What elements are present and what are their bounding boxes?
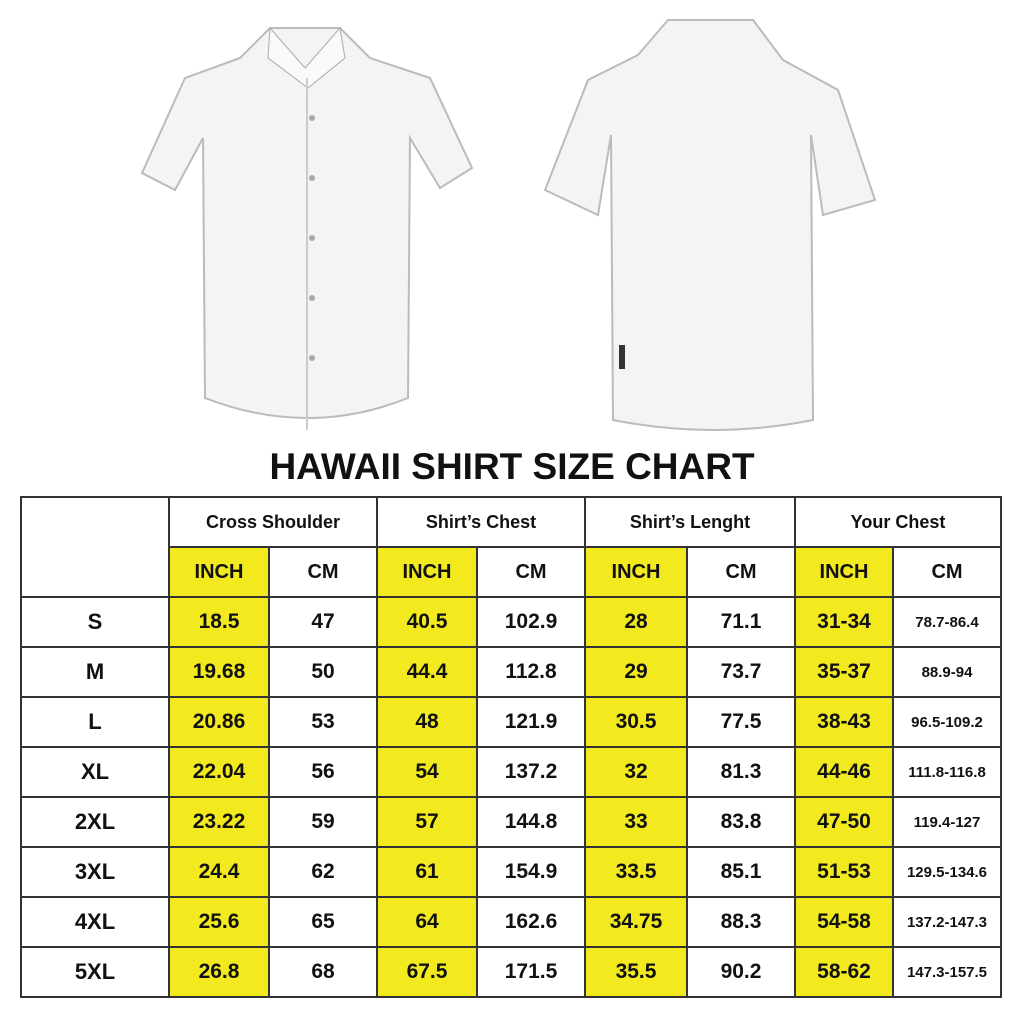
value-cell: 48 (376, 696, 478, 748)
value-cell: 67.5 (376, 946, 478, 998)
value-cell: 58-62 (794, 946, 894, 998)
group-header: Cross Shoulder (168, 496, 378, 548)
value-cell: 50 (268, 646, 378, 698)
shirt-back-image (543, 19, 877, 431)
value-cell: 88.3 (686, 896, 796, 948)
table-row: 3XL 24.4 62 61 154.9 33.5 85.1 51-53 129.5-134.6 (20, 846, 1002, 898)
value-cell: 35-37 (794, 646, 894, 698)
value-cell: 54-58 (794, 896, 894, 948)
size-label: XL (20, 746, 170, 798)
value-cell: 137.2-147.3 (892, 896, 1002, 948)
size-label: 4XL (20, 896, 170, 948)
table-row: 4XL 25.6 65 64 162.6 34.75 88.3 54-58 137.2-147.… (20, 896, 1002, 948)
value-cell: 88.9-94 (892, 646, 1002, 698)
value-cell: 22.04 (168, 746, 270, 798)
value-cell: 24.4 (168, 846, 270, 898)
size-label: S (20, 596, 170, 648)
value-cell: 64 (376, 896, 478, 948)
value-cell: 33.5 (584, 846, 688, 898)
value-cell: 144.8 (476, 796, 586, 848)
value-cell: 171.5 (476, 946, 586, 998)
value-cell: 51-53 (794, 846, 894, 898)
value-cell: 53 (268, 696, 378, 748)
value-cell: 28 (584, 596, 688, 648)
size-label: L (20, 696, 170, 748)
value-cell: 111.8-116.8 (892, 746, 1002, 798)
size-label: 3XL (20, 846, 170, 898)
value-cell: 65 (268, 896, 378, 948)
corner-cell (20, 496, 170, 598)
value-cell: 31-34 (794, 596, 894, 648)
value-cell: 68 (268, 946, 378, 998)
unit-header-inch: INCH (584, 546, 688, 598)
value-cell: 147.3-157.5 (892, 946, 1002, 998)
value-cell: 47 (268, 596, 378, 648)
value-cell: 129.5-134.6 (892, 846, 1002, 898)
value-cell: 44-46 (794, 746, 894, 798)
value-cell: 83.8 (686, 796, 796, 848)
value-cell: 30.5 (584, 696, 688, 748)
value-cell: 35.5 (584, 946, 688, 998)
unit-header-cm: CM (268, 546, 378, 598)
unit-header-inch: INCH (376, 546, 478, 598)
value-cell: 162.6 (476, 896, 586, 948)
value-cell: 25.6 (168, 896, 270, 948)
value-cell: 77.5 (686, 696, 796, 748)
unit-header-inch: INCH (168, 546, 270, 598)
value-cell: 19.68 (168, 646, 270, 698)
table-row: XL 22.04 56 54 137.2 32 81.3 44-46 111.8-116.8 (20, 746, 1002, 798)
value-cell: 29 (584, 646, 688, 698)
group-header: Shirt’s Lenght (584, 496, 796, 548)
value-cell: 54 (376, 746, 478, 798)
unit-header-cm: CM (476, 546, 586, 598)
value-cell: 44.4 (376, 646, 478, 698)
value-cell: 121.9 (476, 696, 586, 748)
value-cell: 40.5 (376, 596, 478, 648)
size-label: 2XL (20, 796, 170, 848)
size-label: M (20, 646, 170, 698)
value-cell: 18.5 (168, 596, 270, 648)
chart-title: HAWAII SHIRT SIZE CHART (269, 446, 755, 487)
value-cell: 56 (268, 746, 378, 798)
value-cell: 61 (376, 846, 478, 898)
group-header: Your Chest (794, 496, 1002, 548)
table-row: 2XL 23.22 59 57 144.8 33 83.8 47-50 119.4-127 (20, 796, 1002, 848)
value-cell: 154.9 (476, 846, 586, 898)
value-cell: 112.8 (476, 646, 586, 698)
unit-header-cm: CM (892, 546, 1002, 598)
value-cell: 23.22 (168, 796, 270, 848)
value-cell: 32 (584, 746, 688, 798)
value-cell: 73.7 (686, 646, 796, 698)
value-cell: 26.8 (168, 946, 270, 998)
value-cell: 119.4-127 (892, 796, 1002, 848)
value-cell: 96.5-109.2 (892, 696, 1002, 748)
value-cell: 137.2 (476, 746, 586, 798)
unit-header-inch: INCH (794, 546, 894, 598)
table-row: 5XL 26.8 68 67.5 171.5 35.5 90.2 58-62 147.3-157… (20, 946, 1002, 998)
size-label: 5XL (20, 946, 170, 998)
table-row: L 20.86 53 48 121.9 30.5 77.5 38-43 96.5-109.2 (20, 696, 1002, 748)
value-cell: 47-50 (794, 796, 894, 848)
value-cell: 71.1 (686, 596, 796, 648)
value-cell: 57 (376, 796, 478, 848)
value-cell: 20.86 (168, 696, 270, 748)
size-chart-table: Cross Shoulder Shirt’s Chest Shirt’s Len… (20, 496, 1002, 998)
value-cell: 33 (584, 796, 688, 848)
value-cell: 90.2 (686, 946, 796, 998)
value-cell: 102.9 (476, 596, 586, 648)
value-cell: 38-43 (794, 696, 894, 748)
shirt-front-image (140, 26, 474, 430)
value-cell: 59 (268, 796, 378, 848)
unit-header-cm: CM (686, 546, 796, 598)
value-cell: 85.1 (686, 846, 796, 898)
table-row: S 18.5 47 40.5 102.9 28 71.1 31-34 78.7-86.4 (20, 596, 1002, 648)
value-cell: 34.75 (584, 896, 688, 948)
value-cell: 62 (268, 846, 378, 898)
value-cell: 81.3 (686, 746, 796, 798)
group-header: Shirt’s Chest (376, 496, 586, 548)
table-row: M 19.68 50 44.4 112.8 29 73.7 35-37 88.9-94 (20, 646, 1002, 698)
value-cell: 78.7-86.4 (892, 596, 1002, 648)
